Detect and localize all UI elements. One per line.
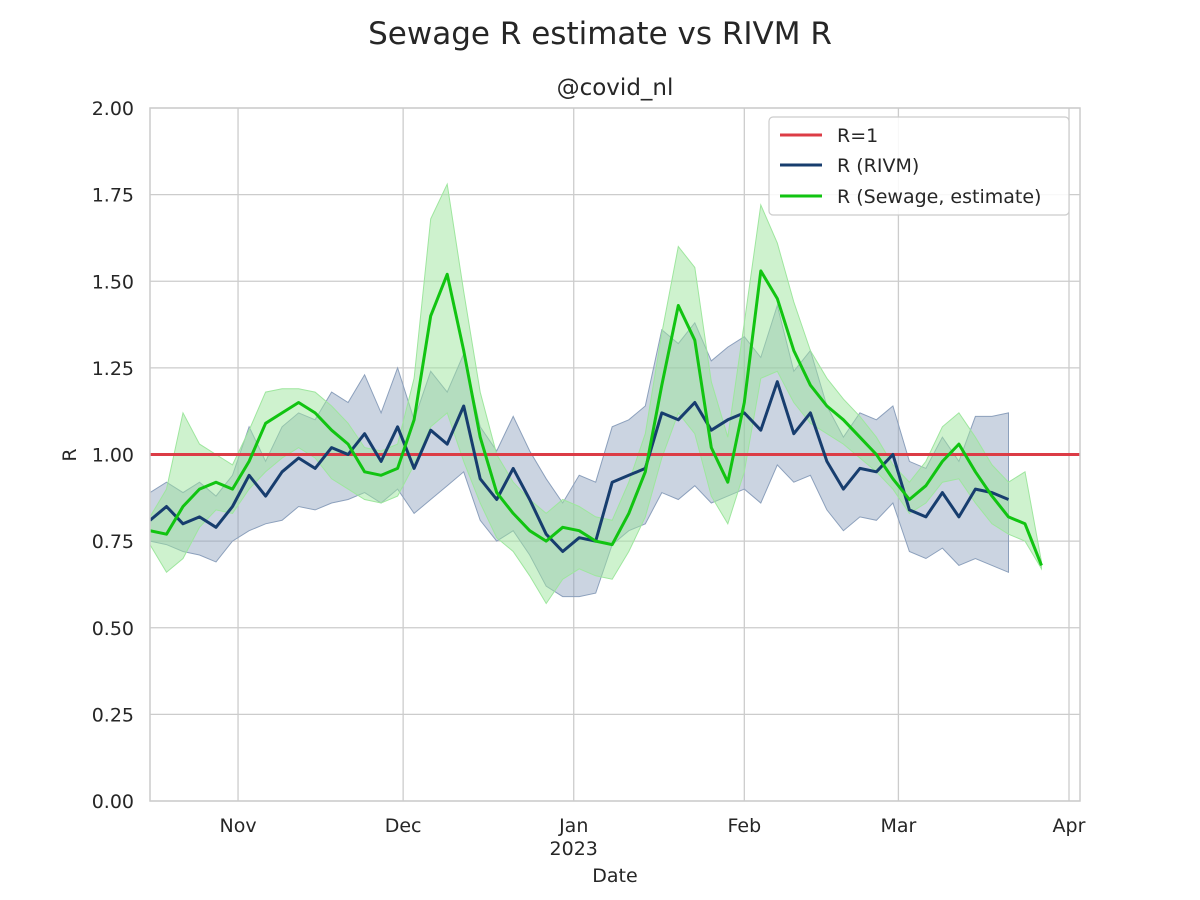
y-tick-label: 0.75 [92, 531, 134, 553]
y-axis-label: R [59, 448, 81, 461]
line-rivm [150, 380, 1010, 553]
x-tick-label: Nov [220, 815, 257, 837]
line-sewage [150, 269, 1043, 566]
y-tick-label: 1.25 [92, 358, 134, 380]
x-tick-label: Jan [558, 815, 588, 837]
x-tick-label: Apr [1053, 815, 1086, 837]
legend-label-sewage: R (Sewage, estimate) [837, 186, 1041, 208]
y-tick-label: 0.00 [92, 791, 134, 813]
x-tick-label: Mar [880, 815, 916, 837]
legend-label-rivm: R (RIVM) [837, 155, 919, 177]
y-tick-label: 0.25 [92, 704, 134, 726]
chart-subtitle: @covid_nl [557, 75, 674, 101]
x-tick-label: Feb [727, 815, 761, 837]
y-tick-label: 1.75 [92, 185, 134, 207]
series-lines [150, 269, 1080, 566]
x-tick-label: Dec [385, 815, 422, 837]
y-tick-label: 1.50 [92, 271, 134, 293]
y-tick-label: 1.00 [92, 445, 134, 467]
chart-title: Sewage R estimate vs RIVM R [368, 16, 832, 52]
x-axis-label: Date [592, 865, 637, 887]
confidence-bands [150, 182, 1042, 605]
plot-frame [149, 107, 1081, 802]
legend-box [768, 116, 1070, 216]
y-tick-label: 2.00 [92, 98, 134, 120]
y-tick-label: 0.50 [92, 618, 134, 640]
band-sewage [150, 182, 1042, 605]
legend: R=1 R (RIVM) R (Sewage, estimate) [768, 116, 1070, 216]
x-tick-year-label: 2023 [550, 838, 598, 860]
y-axis-ticks: 0.00 0.25 0.50 0.75 1.00 1.25 1.50 1.75 2.00 [92, 98, 134, 813]
legend-label-r1: R=1 [837, 125, 878, 147]
